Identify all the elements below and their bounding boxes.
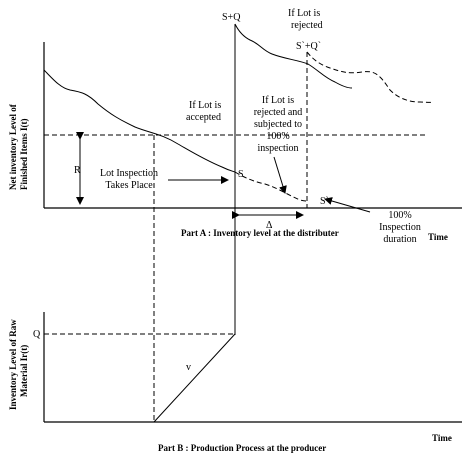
rejected-inspect-line-3: subjected to	[254, 119, 302, 130]
label-s-plus-q: S+Q	[222, 12, 241, 23]
rejected-inspect-line-4: 100%	[266, 131, 289, 142]
inventory-curve-cycle-1	[43, 69, 236, 173]
accepted-lot-curve	[234, 23, 353, 89]
label-s-prime-plus-q-prime: S`+Q`	[296, 41, 321, 52]
accepted-line-2: accepted	[186, 112, 221, 123]
part-a-y-label-2: Finished Items I(t)	[19, 118, 29, 190]
part-a-time-label: Time	[428, 232, 448, 242]
rejected-inspect-line-5: inspection	[257, 143, 298, 154]
rejected-lot-curve	[306, 51, 433, 103]
inspection-duration-line-3: duration	[383, 234, 416, 245]
part-b-y-label-2: Material Ir(t)	[19, 345, 29, 397]
inspection-decay-curve	[234, 171, 309, 202]
rejected-top-line-1: If Lot is	[288, 8, 320, 19]
part-b-caption: Part B : Production Process at the produ…	[158, 443, 326, 453]
rejected-inspect-line-2: rejected and	[254, 107, 303, 118]
part-b-y-label-1: Inventory Level of Raw	[8, 319, 18, 410]
rejected-inspection-arrow	[273, 156, 287, 194]
lot-inspection-line-2: Takes Place	[105, 180, 153, 191]
inspection-duration-line-2: Inspection	[379, 222, 421, 233]
label-delta: Δ	[266, 220, 273, 231]
rejected-top-line-2: rejected	[291, 20, 323, 31]
rejected-inspect-line-1: If Lot is	[262, 95, 294, 106]
accepted-line-1: If Lot is	[189, 100, 221, 111]
production-ramp	[153, 333, 236, 423]
part-a-caption: Part A : Inventory level at the distribu…	[181, 228, 339, 238]
label-s: S	[238, 169, 244, 180]
label-q: Q	[33, 329, 41, 340]
inspection-duration-line-1: 100%	[388, 210, 411, 221]
label-v: v	[186, 362, 191, 373]
label-s-prime: S`	[320, 196, 329, 207]
part-b-time-label: Time	[432, 433, 452, 443]
label-r: R	[74, 165, 81, 176]
inspection-duration-arrow	[324, 197, 371, 213]
part-a-y-label-1: Net inventory Level of	[8, 103, 18, 190]
lot-inspection-line-1: Lot Inspection	[100, 168, 158, 179]
